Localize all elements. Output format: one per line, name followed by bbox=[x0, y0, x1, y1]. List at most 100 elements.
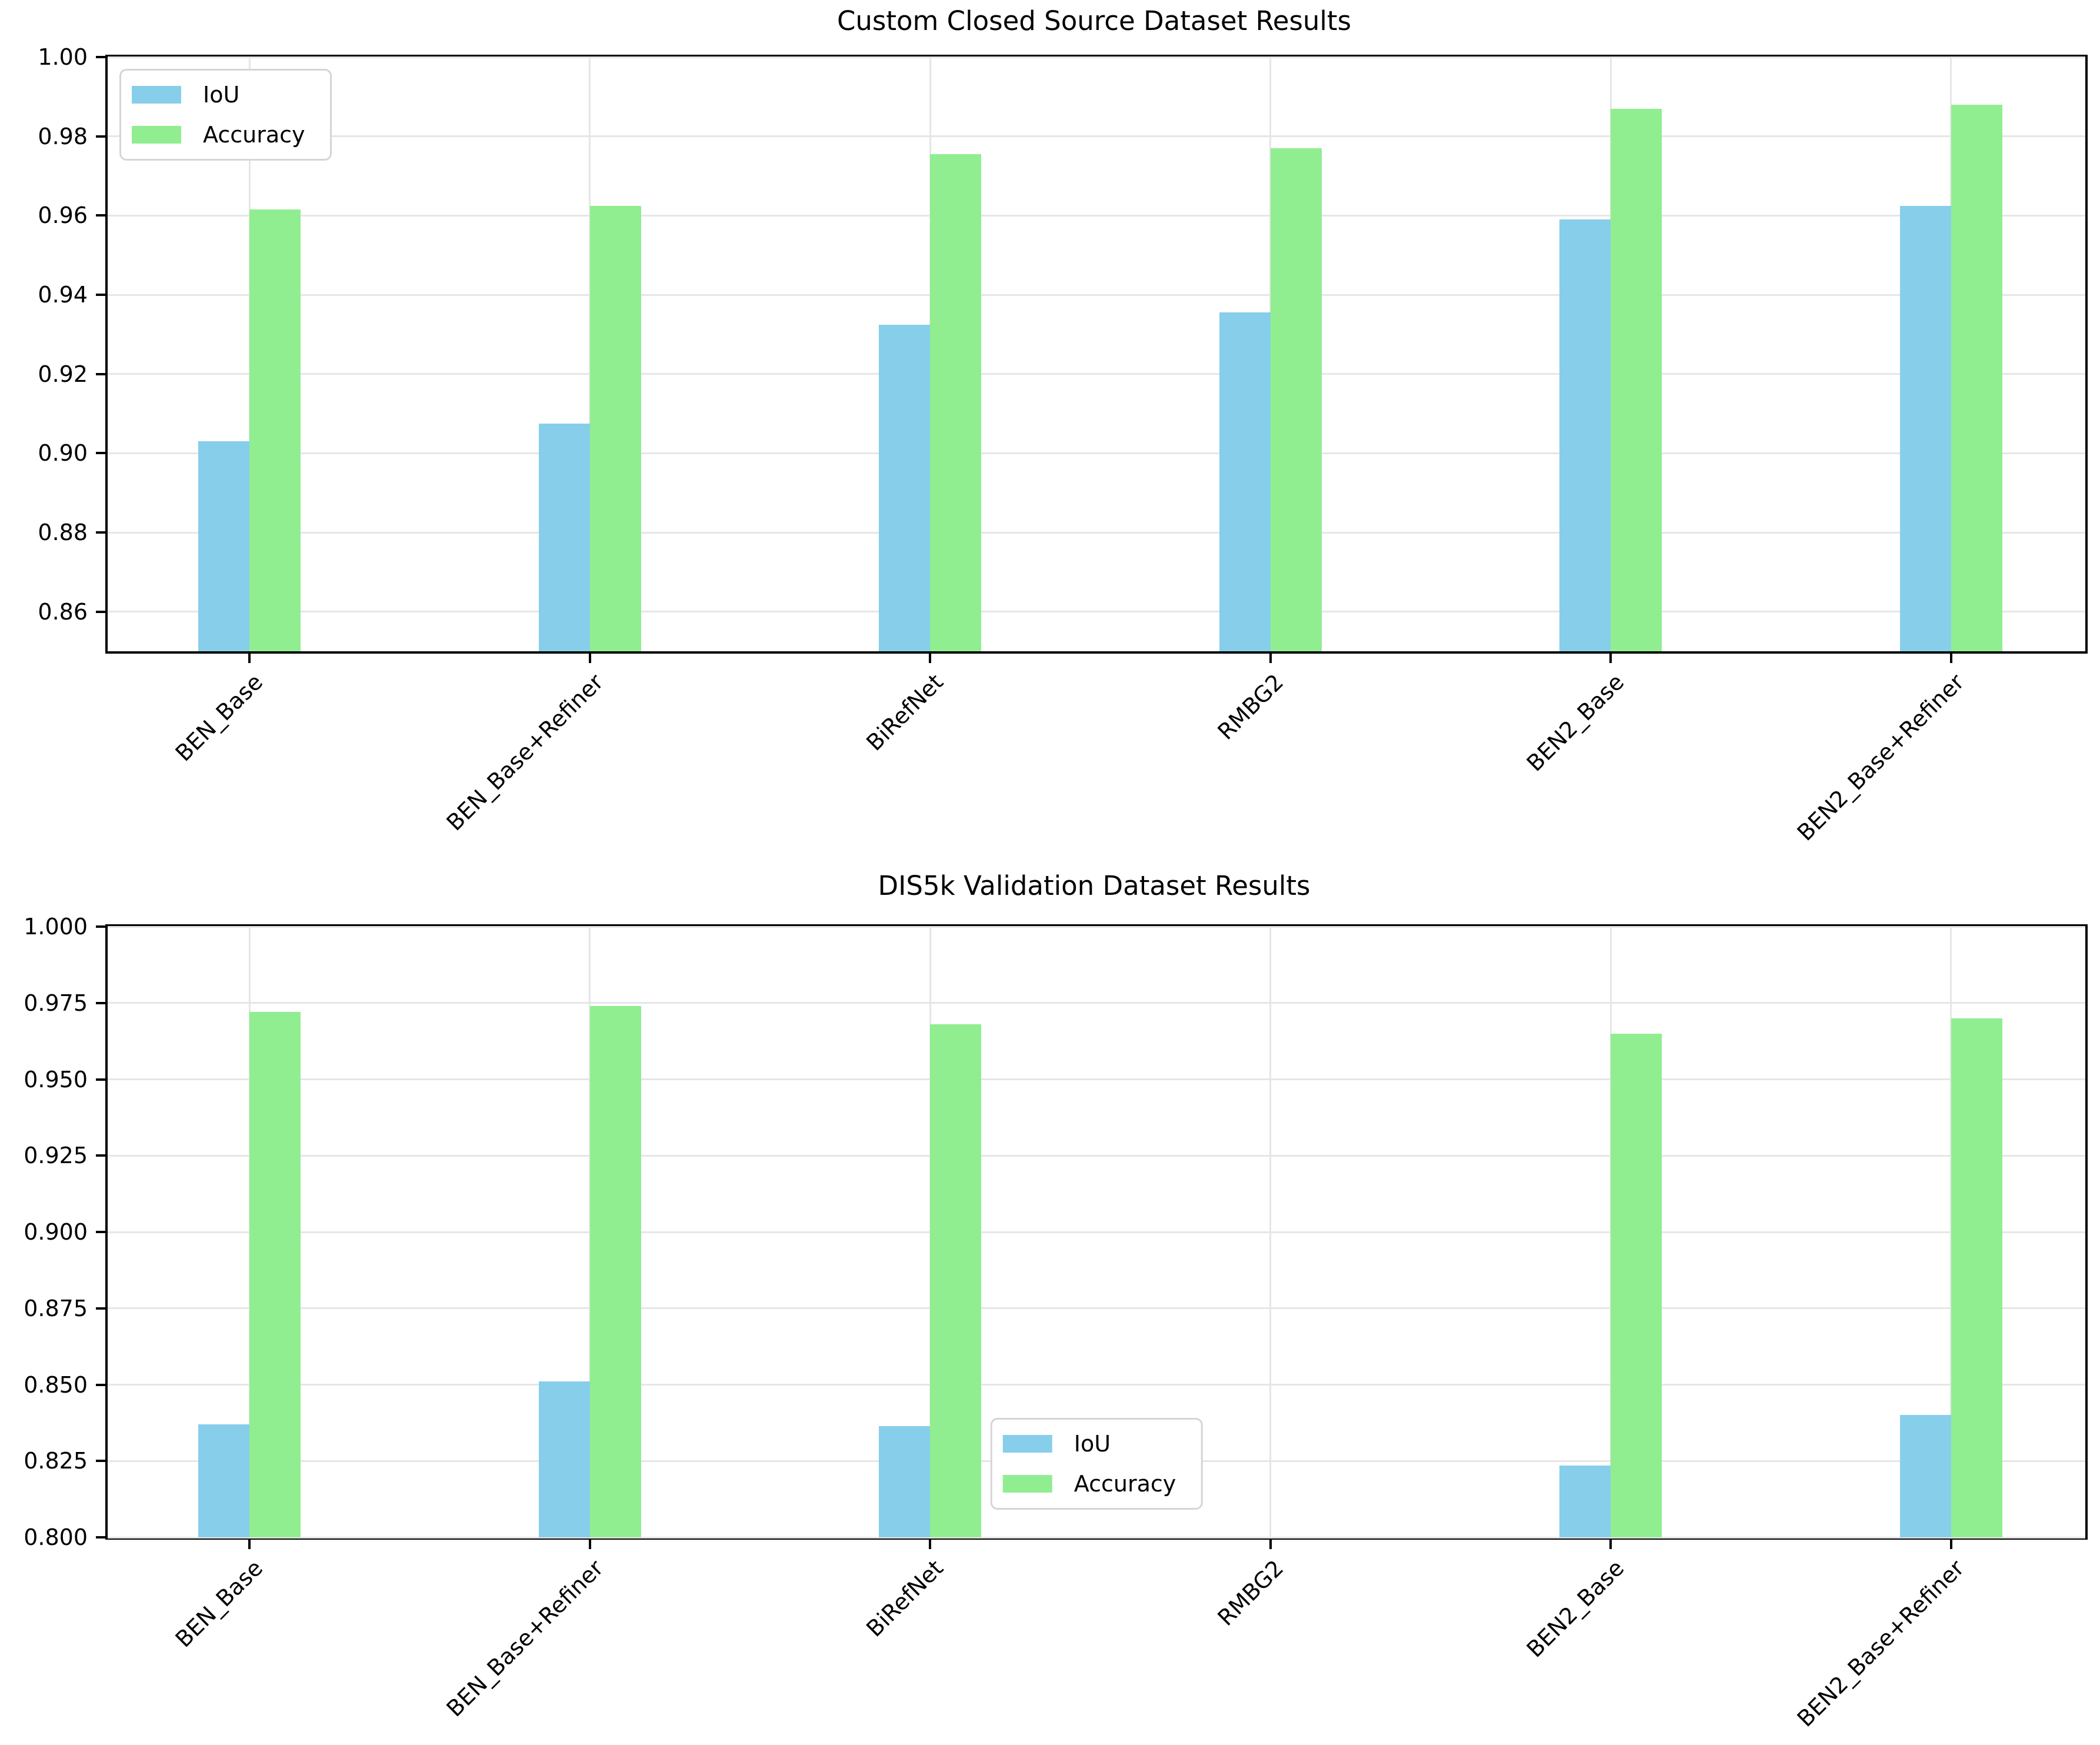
bar-iou-BEN_Base bbox=[198, 441, 249, 651]
h-gridline bbox=[108, 1002, 2085, 1004]
y-tick-label: 0.90 bbox=[38, 440, 88, 467]
x-tick-mark bbox=[1949, 1540, 1952, 1549]
h-gridline bbox=[108, 1536, 2085, 1538]
y-tick-mark bbox=[96, 452, 105, 455]
bar-iou-BEN2_Base bbox=[1559, 1466, 1611, 1537]
bar-accuracy-BEN2_Base bbox=[1611, 1033, 1662, 1537]
y-tick-mark bbox=[96, 1078, 105, 1081]
h-gridline bbox=[108, 611, 2085, 613]
bar-accuracy-RMBG2 bbox=[1270, 148, 1322, 651]
legend-swatch-accuracy bbox=[132, 126, 181, 144]
x-tick-mark bbox=[1269, 1540, 1272, 1549]
y-tick-mark bbox=[96, 610, 105, 613]
x-tick-mark bbox=[248, 1540, 251, 1549]
bar-accuracy-BEN_Base+Refiner bbox=[589, 1005, 641, 1537]
y-tick-mark bbox=[96, 1154, 105, 1157]
x-tick-label-text: BiRefNet bbox=[861, 1555, 949, 1642]
y-tick-mark bbox=[96, 56, 105, 58]
top-chart-plot-area: 1.00 0.98 0.96 0.94 0.92 0.90 0.88 0.86 BEN_Base… bbox=[38, 44, 2088, 846]
x-tick-label-text: BEN_Base bbox=[170, 669, 268, 767]
bar-iou-BEN_Base+Refiner bbox=[538, 1381, 590, 1537]
y-tick-label: 1.00 bbox=[38, 44, 88, 70]
y-tick-mark bbox=[96, 1001, 105, 1004]
h-gridline bbox=[108, 1078, 2085, 1080]
y-tick-label: 0.800 bbox=[24, 1524, 88, 1550]
y-tick-mark bbox=[96, 1307, 105, 1310]
top-chart-title: Custom Closed Source Dataset Results bbox=[836, 5, 1352, 36]
bar-iou-BiRefNet bbox=[879, 1426, 930, 1537]
legend-label-accuracy: Accuracy bbox=[203, 122, 305, 148]
y-tick-mark bbox=[96, 1536, 105, 1538]
h-gridline bbox=[108, 531, 2085, 534]
h-gridline bbox=[108, 56, 2085, 58]
x-tick-label-text: BEN_Base+Refiner bbox=[441, 1555, 608, 1722]
h-gridline bbox=[108, 1307, 2085, 1310]
x-tick-label-text: RMBG2 bbox=[1212, 1555, 1289, 1631]
x-tick-label-text: BEN_Base bbox=[170, 1555, 268, 1653]
x-tick-mark bbox=[1609, 654, 1612, 663]
legend-swatch-iou bbox=[1002, 1435, 1052, 1453]
y-tick-label: 1.000 bbox=[24, 914, 88, 940]
bottom-chart-title: DIS5k Validation Dataset Results bbox=[878, 870, 1311, 901]
x-tick-mark bbox=[588, 654, 591, 663]
y-tick-mark bbox=[96, 372, 105, 375]
y-tick-label: 0.86 bbox=[38, 598, 88, 625]
h-gridline bbox=[108, 1384, 2085, 1386]
h-gridline bbox=[108, 373, 2085, 375]
y-tick-mark bbox=[96, 1231, 105, 1233]
bar-iou-RMBG2 bbox=[1219, 312, 1271, 651]
bar-accuracy-BEN2_Base+Refiner bbox=[1951, 104, 2002, 651]
bar-iou-BEN2_Base+Refiner bbox=[1899, 205, 1951, 651]
y-tick-label: 0.88 bbox=[38, 519, 88, 545]
y-tick-label: 0.900 bbox=[24, 1219, 88, 1245]
bar-iou-BEN2_Base bbox=[1559, 219, 1611, 651]
y-tick-mark bbox=[96, 294, 105, 296]
x-tick-label-text: BiRefNet bbox=[861, 669, 949, 756]
bar-accuracy-BEN2_Base bbox=[1611, 108, 1662, 651]
bar-iou-BEN_Base+Refiner bbox=[538, 423, 590, 651]
bar-accuracy-BiRefNet bbox=[930, 154, 981, 651]
x-tick-mark bbox=[1949, 654, 1952, 663]
x-tick-label-text: RMBG2 bbox=[1212, 669, 1289, 745]
y-tick-label: 0.92 bbox=[38, 361, 88, 387]
legend-swatch-accuracy bbox=[1002, 1475, 1052, 1493]
h-gridline bbox=[108, 135, 2085, 138]
y-tick-label: 0.825 bbox=[24, 1448, 88, 1474]
legend-item-accuracy: Accuracy bbox=[1002, 1470, 1176, 1497]
h-gridline bbox=[108, 294, 2085, 296]
x-tick-label-text: BEN2_Base+Refiner bbox=[1792, 1555, 1969, 1732]
h-gridline bbox=[108, 214, 2085, 217]
legend-label-iou: IoU bbox=[1074, 1431, 1111, 1457]
legend-item-iou: IoU bbox=[132, 81, 305, 108]
v-gridline bbox=[1269, 927, 1271, 1537]
bar-accuracy-BEN_Base bbox=[249, 209, 301, 651]
legend: IoU Accuracy bbox=[990, 1418, 1203, 1510]
bar-iou-BiRefNet bbox=[879, 324, 930, 651]
h-gridline bbox=[108, 925, 2085, 928]
y-tick-mark bbox=[96, 214, 105, 217]
h-gridline bbox=[108, 1231, 2085, 1233]
legend: IoU Accuracy bbox=[119, 69, 332, 161]
bar-iou-BEN_Base bbox=[198, 1424, 249, 1537]
y-tick-mark bbox=[96, 1383, 105, 1386]
x-tick-label-text: BEN_Base+Refiner bbox=[441, 669, 608, 836]
x-tick-mark bbox=[929, 1540, 931, 1549]
x-tick-label-text: BEN2_Base+Refiner bbox=[1792, 669, 1969, 846]
bar-accuracy-BEN2_Base+Refiner bbox=[1951, 1018, 2002, 1537]
y-tick-label: 0.975 bbox=[24, 990, 88, 1016]
h-gridline bbox=[108, 1154, 2085, 1157]
y-tick-mark bbox=[96, 1460, 105, 1463]
y-tick-label: 0.96 bbox=[38, 202, 88, 229]
y-tick-mark bbox=[96, 531, 105, 534]
bottom-chart-plot-area: 1.000 0.975 0.950 0.925 0.900 0.875 0.850 0.825… bbox=[24, 914, 2088, 1732]
x-tick-mark bbox=[588, 1540, 591, 1549]
y-tick-label: 0.925 bbox=[24, 1143, 88, 1169]
y-tick-label: 0.98 bbox=[38, 123, 88, 149]
legend-item-iou: IoU bbox=[1002, 1430, 1176, 1457]
legend-label-accuracy: Accuracy bbox=[1074, 1471, 1176, 1497]
legend-label-iou: IoU bbox=[203, 82, 240, 108]
x-tick-mark bbox=[1609, 1540, 1612, 1549]
x-tick-mark bbox=[248, 654, 251, 663]
x-tick-mark bbox=[929, 654, 931, 663]
y-tick-label: 0.950 bbox=[24, 1066, 88, 1093]
